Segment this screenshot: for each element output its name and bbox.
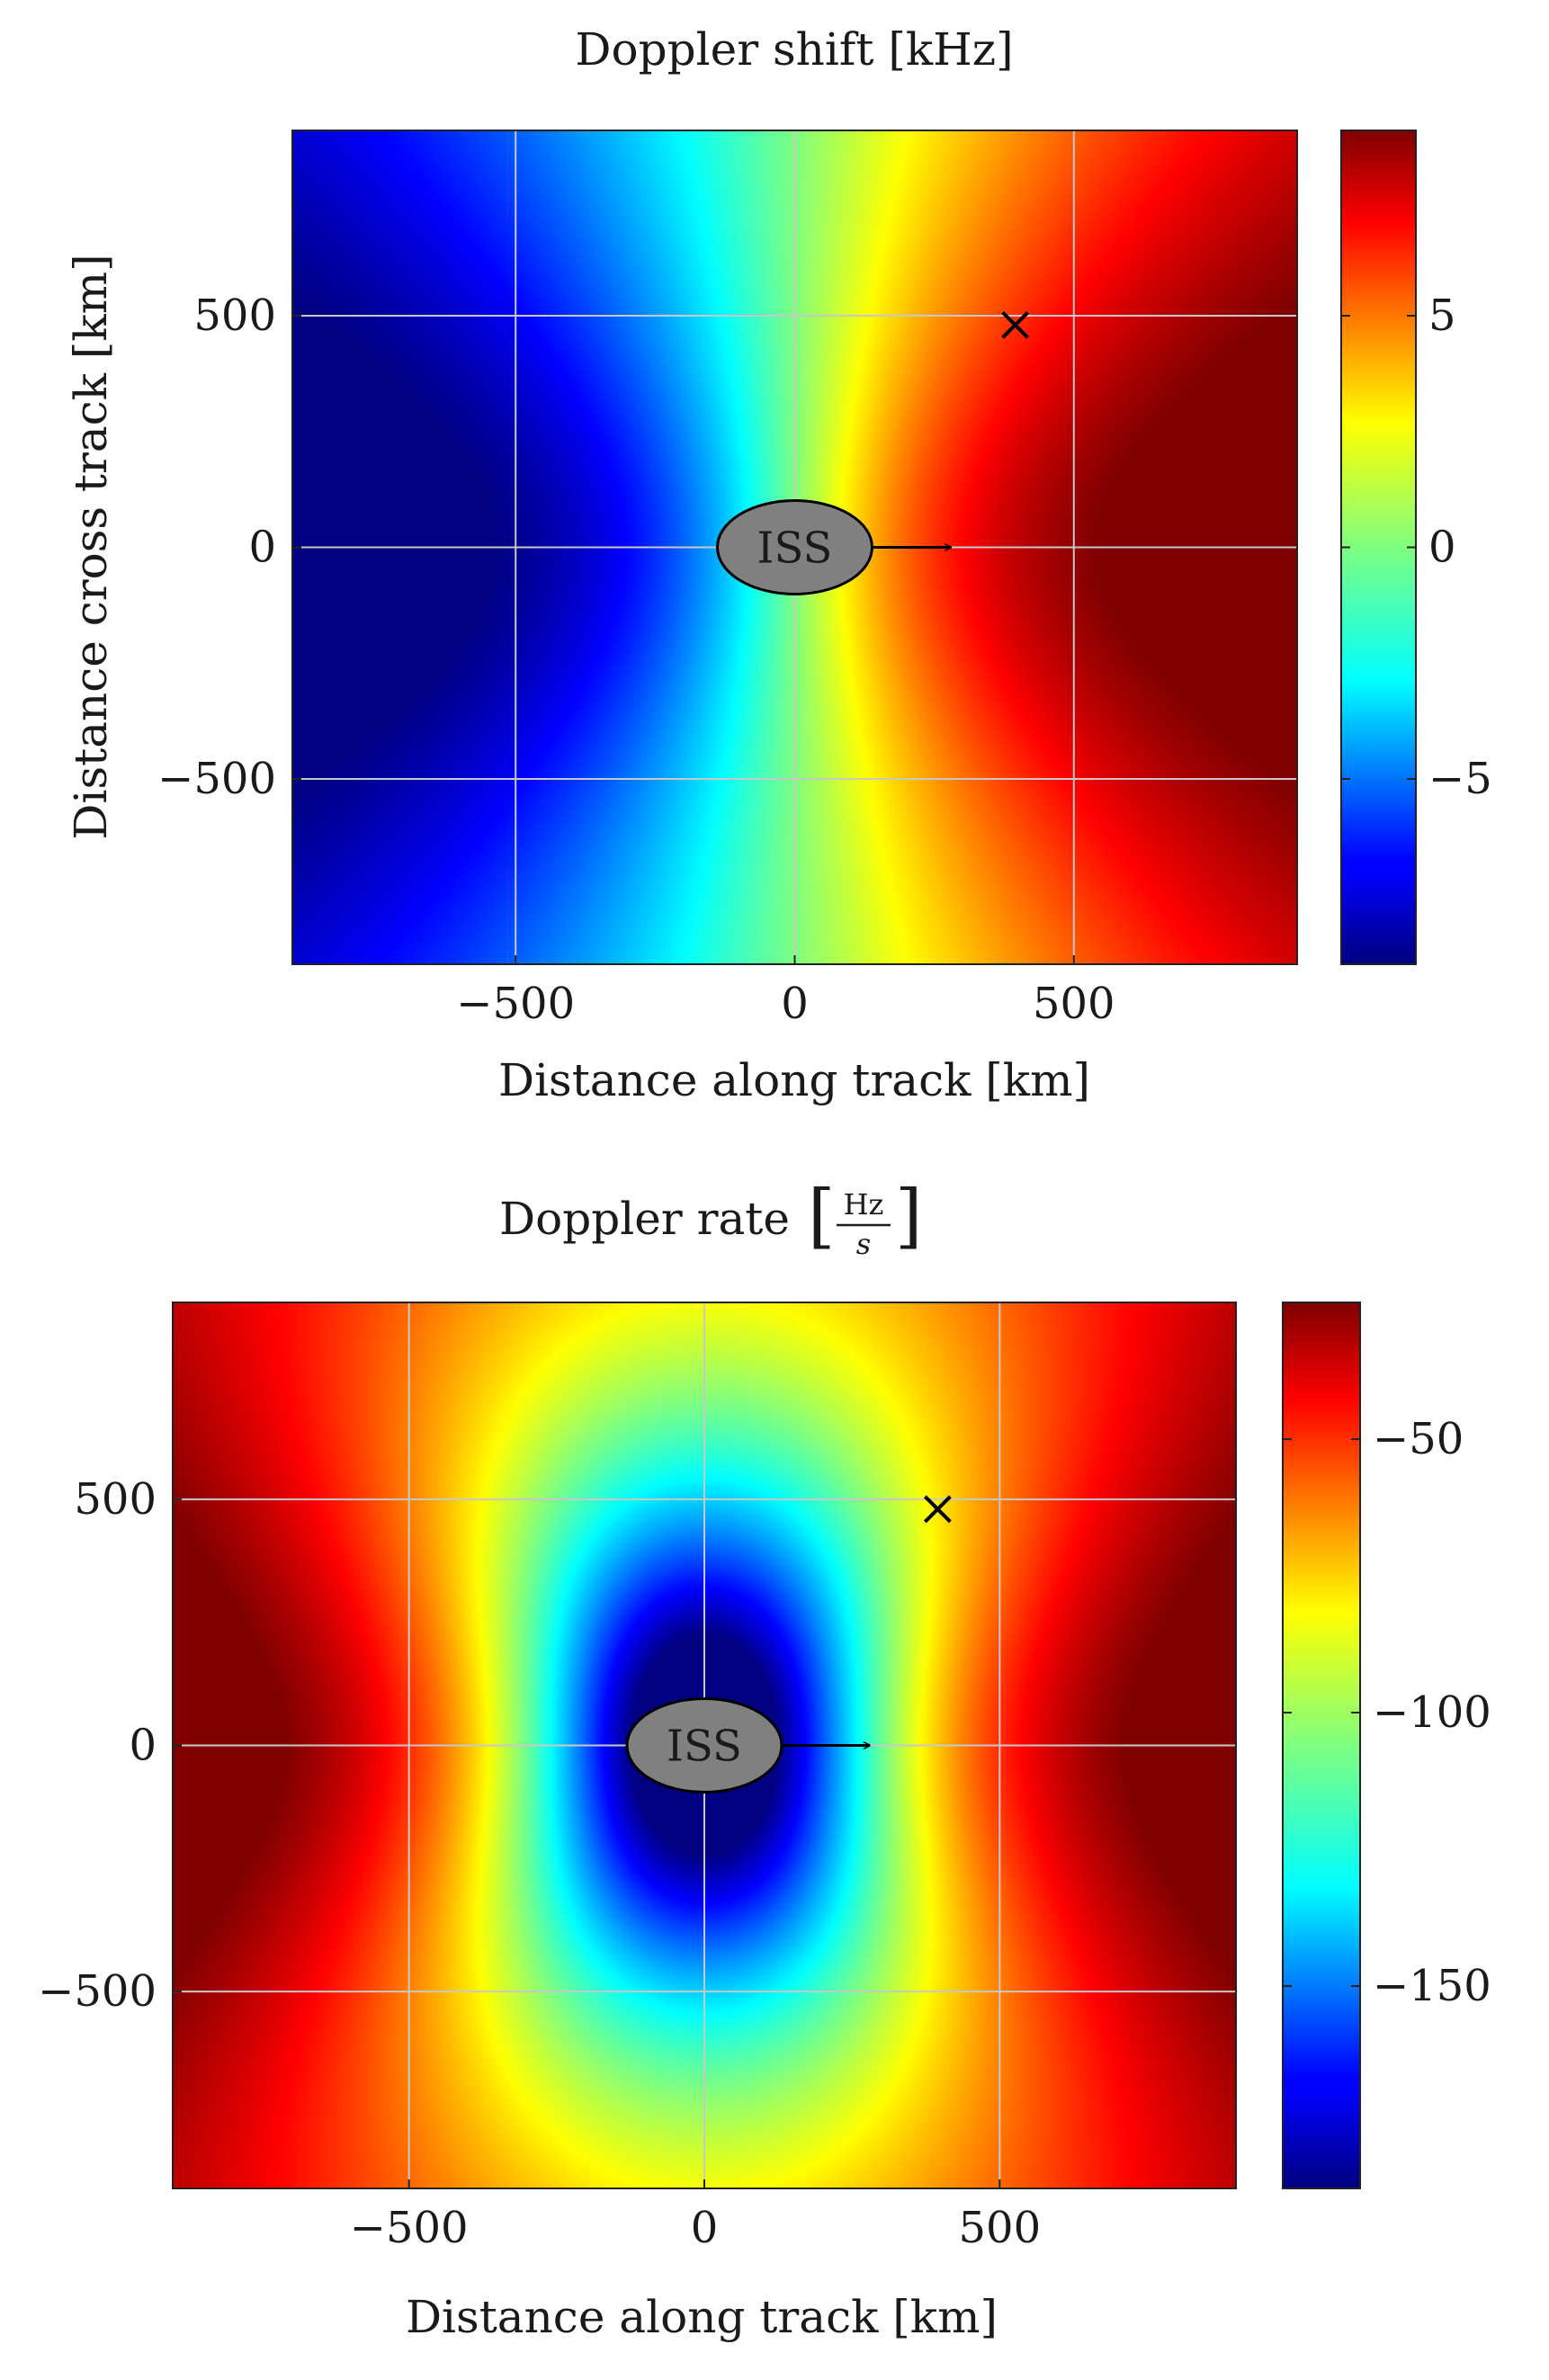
- chart2-annotations: ISS: [625, 1495, 952, 1794]
- chart2-title-text: Doppler rate: [499, 1193, 790, 1245]
- iss-label: ISS: [757, 523, 833, 574]
- target-cross-stroke: [923, 1495, 952, 1524]
- chart2-title: Doppler rate [ Hz s ]: [499, 1176, 922, 1261]
- colorbar-tick-label: −5: [1428, 754, 1492, 804]
- chart2-title-unit-numerator: Hz: [844, 1187, 884, 1221]
- chart2-ticks: −500 0 500 −500 0 500: [38, 1474, 1041, 2253]
- y-tick-label: −500: [38, 1966, 157, 2017]
- chart1-ticks: −500 0 500 −500 0 500: [157, 291, 1115, 1029]
- chart2-colorbar: [1282, 1302, 1361, 2189]
- colorbar-tick-label: 0: [1428, 523, 1456, 573]
- target-cross-marker: [923, 1495, 952, 1524]
- doppler-shift-chart: Doppler shift [kHz] −500 0 500 −500 0 500 Dis…: [65, 23, 1492, 1106]
- x-tick-label: 0: [691, 2203, 719, 2253]
- doppler-rate-chart: Doppler rate [ Hz s ] −500 0 500 −500 0 500 D…: [38, 1176, 1491, 2343]
- chart2-title-bracket-right: ]: [895, 1176, 922, 1257]
- colorbar-tick-label: −50: [1373, 1414, 1464, 1464]
- y-tick-label: 0: [129, 1721, 157, 1771]
- chart1-colorbar-ticks: −5 0 5: [1341, 291, 1492, 804]
- y-tick-label: 500: [74, 1474, 157, 1525]
- x-tick-label: −500: [456, 979, 575, 1029]
- iss-ellipse: [716, 499, 873, 595]
- x-tick-label: 500: [959, 2203, 1042, 2253]
- y-tick-label: 500: [193, 291, 276, 341]
- chart2-title-bracket-left: [: [808, 1176, 835, 1257]
- chart1-colorbar: [1340, 130, 1417, 965]
- colorbar-tick-label: −150: [1373, 1961, 1491, 2011]
- chart1-x-axis-label: Distance along track [km]: [498, 1054, 1090, 1106]
- y-tick-label: 0: [248, 523, 276, 573]
- x-tick-label: 0: [781, 979, 809, 1029]
- colorbar-tick-label: 5: [1428, 291, 1456, 341]
- chart2-colorbar-ticks: −50 −100 −150: [1283, 1414, 1491, 2011]
- chart1-title: Doppler shift [kHz]: [575, 23, 1013, 76]
- chart1-annotations: ISS: [716, 310, 1030, 595]
- x-tick-label: 500: [1033, 979, 1115, 1029]
- iss-label: ISS: [667, 1722, 742, 1772]
- colorbar-tick-label: −100: [1373, 1687, 1491, 1738]
- chart1-y-axis-label: Distance cross track [km]: [65, 254, 117, 839]
- chart2-title-unit-denominator: s: [856, 1227, 871, 1261]
- target-cross-marker: [1001, 310, 1030, 339]
- chart2-x-axis-label: Distance along track [km]: [406, 2291, 998, 2343]
- x-tick-label: −500: [350, 2203, 469, 2253]
- target-cross-stroke: [1001, 310, 1030, 339]
- iss-ellipse: [625, 1697, 783, 1794]
- y-tick-label: −500: [157, 754, 276, 804]
